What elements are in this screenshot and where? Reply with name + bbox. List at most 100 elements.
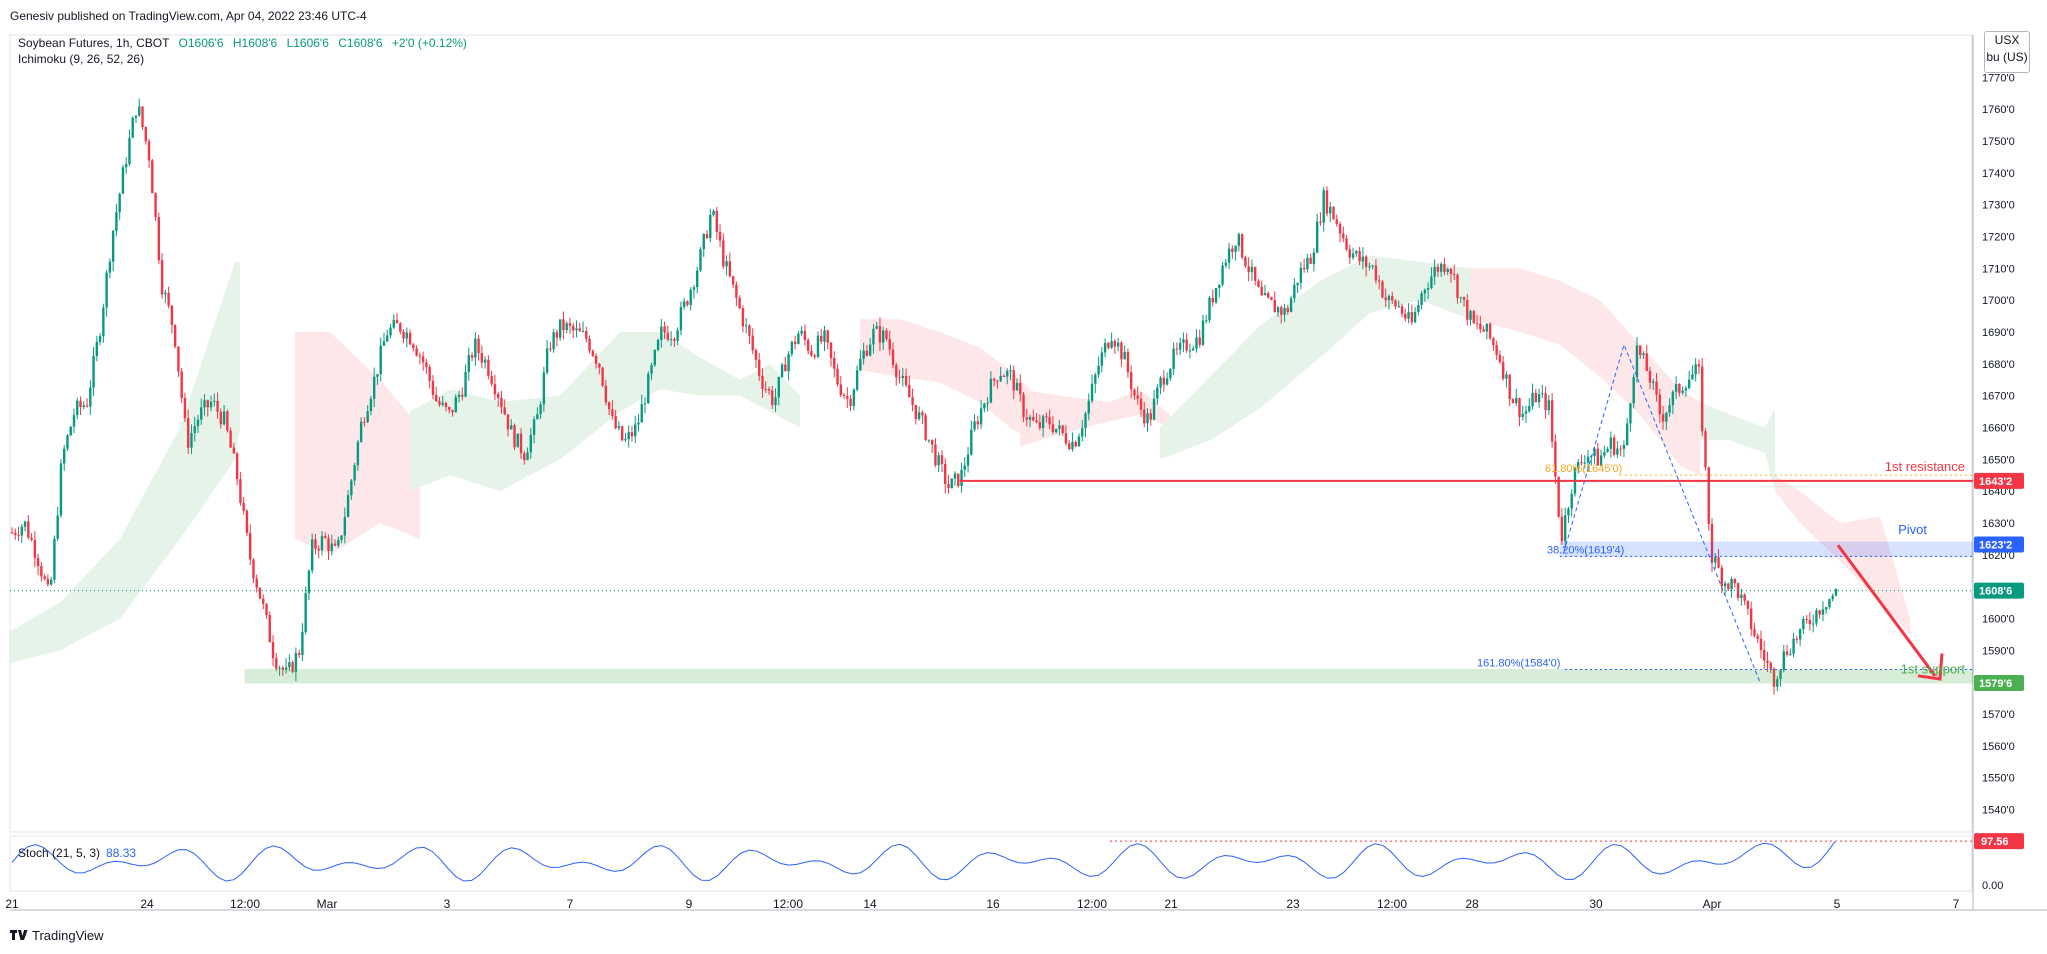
candle-body bbox=[790, 341, 794, 354]
candle-body bbox=[1162, 377, 1166, 385]
candle-body bbox=[1534, 392, 1538, 403]
candle-body bbox=[386, 335, 389, 342]
stoch-ref-tag: 97.56 bbox=[1981, 836, 2009, 848]
candle-body bbox=[108, 261, 112, 273]
candle-body bbox=[598, 363, 601, 368]
candle-body bbox=[1541, 393, 1544, 395]
candle-body bbox=[1342, 233, 1345, 239]
candle-body bbox=[901, 375, 904, 379]
candle-body bbox=[128, 137, 131, 165]
ichimoku-cloud bbox=[10, 255, 1910, 664]
x-tick-label: 7 bbox=[1953, 897, 1960, 911]
candle-body bbox=[637, 422, 640, 425]
candle-body bbox=[826, 330, 829, 343]
candle-body bbox=[908, 385, 911, 398]
candle-body bbox=[1397, 306, 1400, 308]
resistance-price-tag-bg bbox=[1974, 472, 2024, 489]
candle-body bbox=[425, 362, 428, 368]
candle-body bbox=[930, 439, 934, 445]
candle-body bbox=[76, 400, 79, 416]
candle-body bbox=[1537, 394, 1541, 403]
candle-body bbox=[193, 426, 196, 433]
candle-body bbox=[1312, 252, 1316, 264]
publisher-line: Genesiv published on TradingView.com, Ap… bbox=[10, 9, 367, 23]
candle-body bbox=[1270, 297, 1273, 300]
candle-body bbox=[1720, 567, 1723, 587]
candle-body bbox=[154, 193, 157, 218]
candle-body bbox=[340, 535, 343, 540]
candle-body bbox=[578, 328, 581, 332]
candle-body bbox=[1710, 524, 1714, 563]
pivot-price-tag-bg bbox=[1974, 536, 2024, 553]
candle-body bbox=[771, 390, 774, 406]
candle-body bbox=[314, 539, 317, 549]
unit-selector[interactable]: USX bu (US) bbox=[1984, 31, 2030, 73]
candle-body bbox=[134, 115, 138, 118]
candle-body bbox=[1560, 516, 1564, 542]
candle-body bbox=[999, 375, 1002, 381]
stoch-legend[interactable]: Stoch (21, 5, 3) 88.33 bbox=[18, 846, 136, 860]
candle-body bbox=[278, 667, 281, 669]
candle-body bbox=[686, 301, 689, 305]
candle-body bbox=[562, 319, 565, 331]
candle-body bbox=[1139, 398, 1143, 410]
candle-body bbox=[376, 374, 379, 377]
candle-body bbox=[350, 480, 353, 496]
candle-body bbox=[669, 338, 673, 340]
candle-body bbox=[408, 332, 412, 345]
candle-body bbox=[1580, 462, 1583, 464]
candle-body bbox=[1237, 234, 1241, 246]
candle-body bbox=[702, 234, 705, 250]
candle-body bbox=[1802, 618, 1805, 630]
candle-body bbox=[1410, 312, 1414, 323]
candle-body bbox=[989, 378, 993, 403]
candle-body bbox=[297, 653, 301, 656]
candle-body bbox=[441, 402, 444, 405]
candle-body bbox=[115, 212, 118, 231]
candle-body bbox=[1694, 364, 1697, 375]
candle-body bbox=[477, 338, 480, 354]
candle-body bbox=[911, 397, 914, 405]
candle-body bbox=[95, 341, 99, 356]
candle-body bbox=[17, 534, 20, 536]
y-tick-label: 1560'0 bbox=[1982, 741, 2015, 753]
candle-body bbox=[483, 359, 487, 363]
candle-body bbox=[49, 579, 53, 585]
candle-body bbox=[372, 376, 376, 399]
candle-body bbox=[229, 430, 232, 448]
candle-body bbox=[705, 234, 709, 239]
candle-body bbox=[545, 348, 549, 373]
candle-body bbox=[1247, 266, 1250, 273]
cloud-segment bbox=[860, 319, 1030, 441]
candle-body bbox=[203, 400, 206, 408]
candle-body bbox=[1756, 635, 1759, 639]
candle-body bbox=[275, 658, 278, 669]
candle-body bbox=[1779, 670, 1782, 680]
candle-body bbox=[493, 384, 497, 395]
tradingview-logo[interactable]: TradingView bbox=[10, 928, 104, 943]
candle-body bbox=[1081, 428, 1084, 437]
candle-body bbox=[748, 325, 751, 336]
candle-body bbox=[474, 338, 477, 358]
candle-body bbox=[46, 578, 50, 585]
candle-body bbox=[640, 404, 643, 423]
candle-body bbox=[1377, 280, 1381, 282]
candle-body bbox=[914, 404, 918, 419]
candle-body bbox=[265, 603, 268, 616]
candle-body bbox=[363, 421, 366, 423]
candle-body bbox=[470, 355, 474, 358]
indicator-legend[interactable]: Ichimoku (9, 26, 52, 26) bbox=[18, 52, 145, 66]
candle-body bbox=[503, 407, 506, 415]
candle-body bbox=[27, 521, 30, 538]
candle-body bbox=[1821, 609, 1825, 615]
candle-body bbox=[1032, 416, 1035, 421]
candle-body bbox=[1642, 353, 1645, 356]
candle-body bbox=[816, 335, 820, 357]
candles bbox=[10, 98, 1838, 695]
candle-body bbox=[1495, 345, 1498, 355]
candle-body bbox=[1550, 400, 1554, 442]
candle-body bbox=[758, 359, 761, 376]
candle-body bbox=[457, 394, 461, 398]
candle-body bbox=[1557, 476, 1560, 517]
